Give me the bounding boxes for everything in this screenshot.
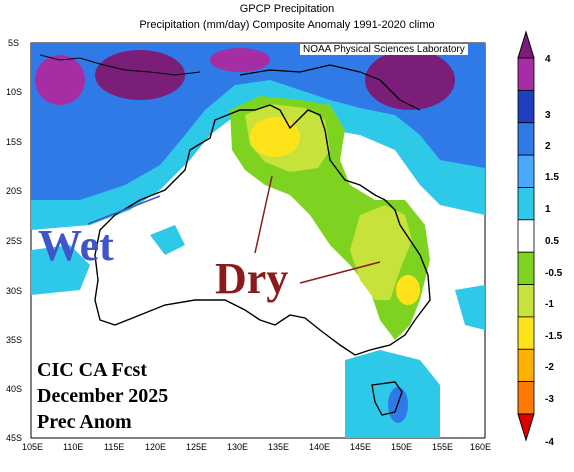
colorbar-label: -1.5 (545, 331, 563, 342)
lat-label: 30S (6, 286, 23, 296)
colorbar-segment (517, 348, 535, 383)
colorbar-label: -1 (545, 299, 554, 310)
lon-label: 160E (470, 442, 492, 452)
lon-label: 130E (227, 442, 249, 452)
lon-label: 105E (22, 442, 44, 452)
dry-pointer-line-north (254, 175, 273, 254)
colorbar-segment (517, 381, 535, 415)
colorbar-label: 1.5 (545, 172, 559, 183)
lat-label: 40S (6, 384, 23, 394)
credit-label: NOAA Physical Sciences Laboratory (300, 44, 468, 55)
east-cyan-patch (455, 285, 485, 330)
wet-label: Wet (38, 221, 114, 270)
cyan-anomaly-area (31, 80, 485, 230)
colorbar-label: 2 (545, 141, 551, 152)
colorbar-top-arrow (517, 30, 535, 59)
lon-label: 110E (63, 442, 84, 452)
colorbar-segment (517, 89, 535, 124)
lon-label: 135E (268, 442, 290, 452)
colorbar-segment (517, 154, 535, 188)
colorbar-label: 1 (545, 204, 551, 215)
dry-pointer-line-east (299, 261, 381, 284)
map-title: GPCP Precipitation (239, 3, 335, 15)
new-guinea-outline (239, 64, 421, 111)
west-cyan-patch (31, 245, 90, 295)
anomaly-shading (31, 43, 485, 438)
colorbar-label: -2 (545, 362, 554, 373)
purple-patch-4 (210, 48, 270, 72)
lat-label: 45S (6, 433, 23, 443)
colorbar-bottom-arrow (517, 413, 535, 442)
colorbar-label: 3 (545, 110, 551, 121)
lon-label: 145E (350, 442, 372, 452)
yellow-core-east (396, 275, 420, 305)
yellow-core-north (250, 117, 300, 157)
lon-label: 150E (391, 442, 413, 452)
colorbar-label: 4 (545, 54, 551, 65)
colorbar-segment (517, 316, 535, 350)
lat-label: 15S (6, 137, 23, 147)
colorbar-label: -0.5 (545, 268, 563, 279)
lat-label: 10S (6, 87, 23, 97)
dry-label: Dry (215, 254, 289, 303)
forecast-label-line3: Prec Anom (37, 411, 132, 433)
tasmania-outline (371, 381, 403, 416)
lon-label: 125E (186, 442, 208, 452)
colorbar (517, 30, 535, 442)
forecast-label-line1: CIC CA Fcst (37, 359, 147, 381)
australia-coastline (94, 104, 431, 356)
map-subtitle: Precipitation (mm/day) Composite Anomaly… (139, 19, 435, 31)
forecast-label-line2: December 2025 (37, 385, 169, 407)
colorbar-label: -4 (545, 437, 554, 448)
lon-label: 115E (104, 442, 125, 452)
yellowgreen-core-east (350, 205, 412, 300)
small-cyan-patch (150, 225, 185, 255)
purple-patch-3 (365, 50, 455, 110)
colorbar-segment (517, 57, 535, 91)
colorbar-segment (517, 122, 535, 156)
wet-pointer-line (87, 195, 161, 225)
colorbar-label: -3 (545, 394, 554, 405)
lat-label: 20S (6, 186, 23, 196)
lat-label: 35S (6, 335, 23, 345)
colorbar-segment (517, 284, 535, 318)
purple-patch-1 (95, 50, 185, 100)
lat-label: 25S (6, 236, 23, 246)
lon-label: 155E (432, 442, 454, 452)
colorbar-segment (517, 187, 535, 221)
lat-label: 5S (8, 38, 20, 48)
colorbar-segment (517, 219, 535, 253)
lon-label: 140E (309, 442, 331, 452)
colorbar-segment (517, 251, 535, 285)
lon-label: 120E (145, 442, 167, 452)
purple-patch-2 (35, 55, 85, 105)
indonesia-outline (39, 54, 201, 76)
colorbar-label: 0.5 (545, 236, 559, 247)
